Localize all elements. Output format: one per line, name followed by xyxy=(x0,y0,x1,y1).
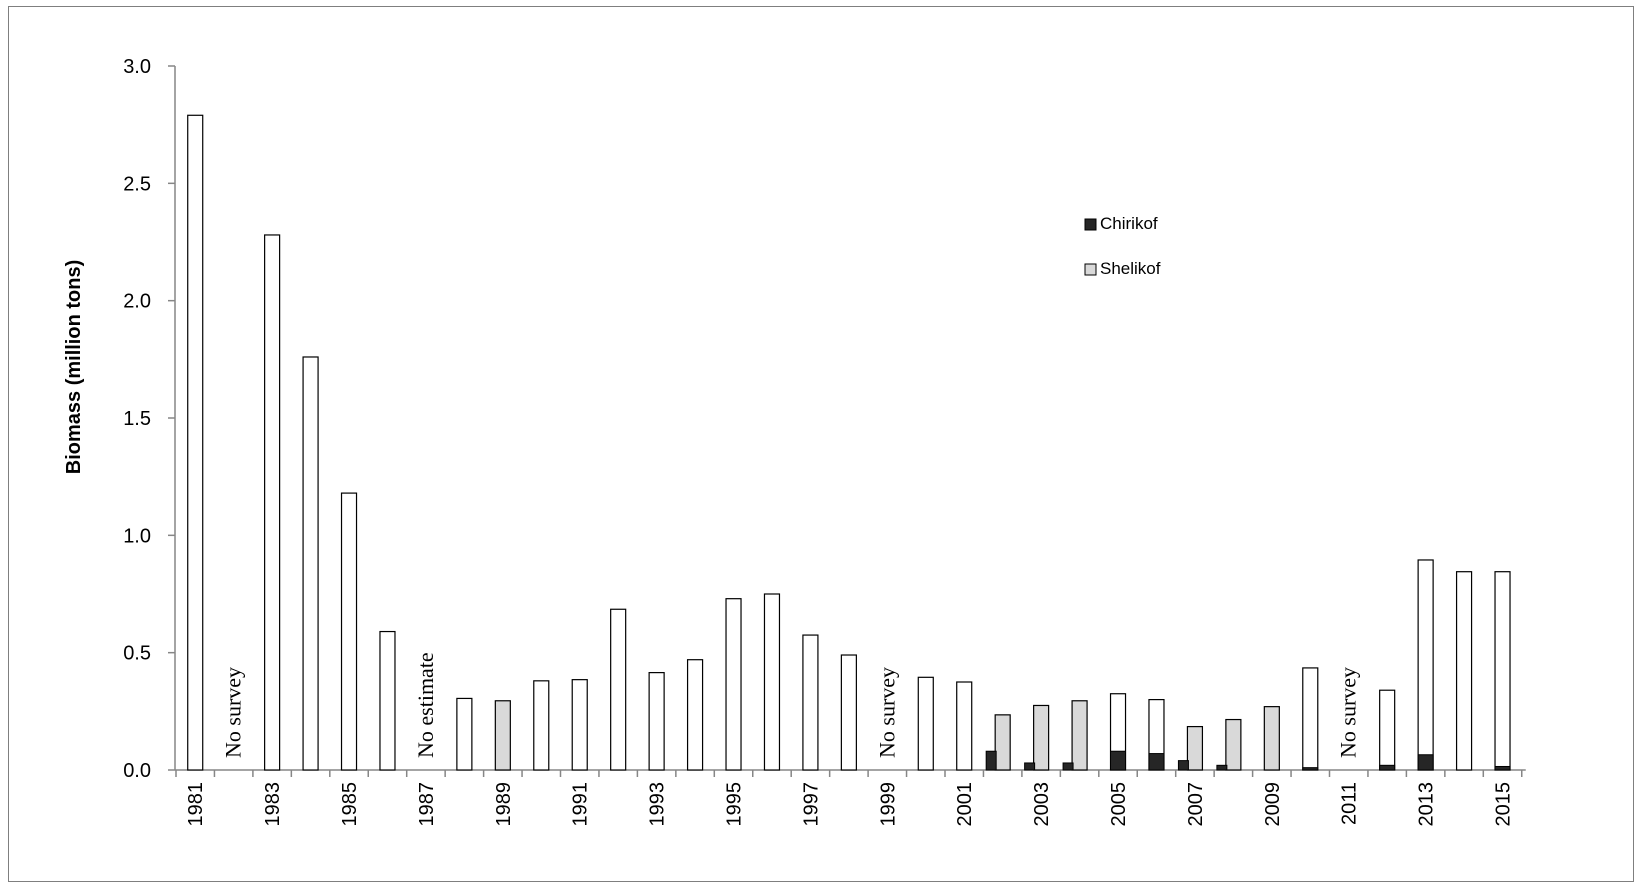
annotations: No survey No estimate No survey No survey xyxy=(221,652,1361,758)
x-tick-label: 1993 xyxy=(647,782,669,827)
bar-1992 xyxy=(610,608,627,771)
annotation-2011: No survey xyxy=(1336,667,1361,758)
annotation-1987: No estimate xyxy=(413,652,438,758)
legend-swatch-shelikof xyxy=(1084,263,1097,276)
x-axis: 1981 1983 1985 1987 1989 1991 1993 1995 1997 1999… xyxy=(175,769,1526,827)
y-tick-label: 1.0 xyxy=(123,525,151,547)
x-tick-label: 2013 xyxy=(1416,782,1438,827)
bar-chirikof-2006 xyxy=(1148,753,1165,771)
bar-1995 xyxy=(725,598,742,771)
bar-2015 xyxy=(1494,571,1511,771)
bar-shelikof-2003 xyxy=(1033,704,1050,771)
x-tick-label: 1981 xyxy=(185,782,207,827)
y-axis: 0.0 0.5 1.0 1.5 2.0 2.5 3.0 xyxy=(123,56,176,782)
x-tick-label: 1999 xyxy=(877,782,899,827)
bar-1983 xyxy=(264,234,281,771)
bar-chirikof-2002 xyxy=(985,750,997,771)
bar-chirikof-2005 xyxy=(1110,750,1127,771)
bar-shelikof-2007 xyxy=(1186,725,1204,771)
x-tick-label: 1987 xyxy=(416,782,438,827)
bar-shelikof-2002 xyxy=(994,714,1011,771)
y-tick-label: 0.0 xyxy=(123,760,151,782)
x-tick-label: 1997 xyxy=(800,782,822,827)
bar-2010 xyxy=(1302,667,1319,771)
x-tick-label: 1989 xyxy=(493,782,515,827)
x-tick-label: 2011 xyxy=(1339,782,1361,825)
x-tick-label: 1995 xyxy=(724,782,746,827)
y-tick-label: 2.5 xyxy=(123,173,151,195)
bar-1981 xyxy=(187,114,204,771)
bar-chirikof-2007 xyxy=(1177,760,1189,771)
bars xyxy=(187,114,1511,771)
y-tick-label: 1.5 xyxy=(123,408,151,430)
legend-label-shelikof: Shelikof xyxy=(1100,259,1161,278)
y-tick-label: 3.0 xyxy=(123,56,151,78)
bar-chirikof-2008 xyxy=(1216,764,1228,771)
bar-chirikof-2010 xyxy=(1302,767,1319,771)
bar-1993 xyxy=(648,672,665,771)
bar-1994 xyxy=(686,659,704,771)
legend-label-chirikof: Chirikof xyxy=(1100,214,1158,233)
bar-1998 xyxy=(840,654,857,771)
bar-chirikof-2012 xyxy=(1379,764,1396,771)
bar-chirikof-2015 xyxy=(1494,765,1511,771)
annotation-1982: No survey xyxy=(221,667,246,758)
bar-shelikof-2004 xyxy=(1071,700,1088,771)
x-tick-label: 2003 xyxy=(1031,782,1053,827)
bar-2000 xyxy=(917,676,934,771)
bar-1990 xyxy=(533,680,550,771)
x-tick-label: 2005 xyxy=(1108,782,1130,827)
x-tick-label: 2001 xyxy=(954,782,976,827)
annotation-1999: No survey xyxy=(874,667,899,758)
y-tick-label: 2.0 xyxy=(123,291,151,313)
legend-swatch-chirikof xyxy=(1084,218,1097,231)
bar-1996 xyxy=(763,593,781,771)
legend: Chirikof Shelikof xyxy=(1084,214,1161,278)
bar-1985 xyxy=(340,492,358,771)
bar-shelikof-2009 xyxy=(1263,706,1280,771)
bar-2013 xyxy=(1417,559,1434,771)
bar-2012 xyxy=(1379,689,1396,771)
bar-1984 xyxy=(302,356,319,771)
y-axis-title: Biomass (million tons) xyxy=(63,260,85,474)
x-tick-label: 2009 xyxy=(1262,782,1284,827)
bar-1997 xyxy=(802,634,819,771)
bar-1988 xyxy=(456,697,473,771)
bar-1986 xyxy=(379,630,396,771)
x-tick-label: 2007 xyxy=(1185,782,1207,827)
bar-shelikof-2008 xyxy=(1225,718,1242,771)
bar-2014 xyxy=(1455,571,1473,771)
x-tick-label: 1985 xyxy=(339,782,361,827)
x-tick-label: 1991 xyxy=(570,782,592,827)
x-tick-label: 1983 xyxy=(262,782,284,827)
bar-chirikof-2004 xyxy=(1062,762,1074,771)
bar-1991 xyxy=(571,679,588,771)
bar-shelikof-1989 xyxy=(494,700,511,771)
bar-2001 xyxy=(956,681,973,771)
x-tick-label: 2015 xyxy=(1493,782,1515,827)
y-tick-label: 0.5 xyxy=(123,643,151,665)
bar-chirikof-2003 xyxy=(1024,762,1036,771)
bar-chirikof-2013 xyxy=(1417,754,1434,771)
